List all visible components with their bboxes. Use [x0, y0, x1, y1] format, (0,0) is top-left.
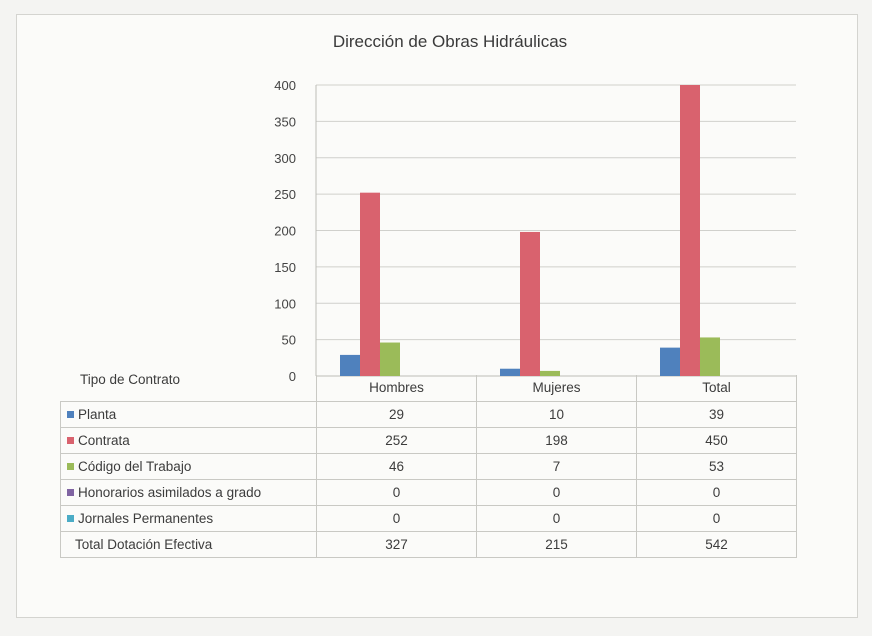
table-cell: 215 [476, 530, 637, 558]
table-row: Honorarios asimilados a grado 0 0 0 [60, 478, 797, 506]
table-cell: 0 [636, 478, 797, 506]
legend-entry: Contrata [60, 426, 317, 454]
table-header-row: Hombres Mujeres Total [61, 375, 797, 401]
table-corner [61, 375, 317, 401]
legend-label: Jornales Permanentes [78, 510, 214, 526]
y-tick-label: 350 [274, 114, 296, 129]
bar-c-digo-del-trabajo [540, 370, 560, 376]
bar-contrata [680, 85, 700, 376]
legend-label: Código del Trabajo [78, 458, 192, 474]
y-tick-label: 0 [289, 369, 296, 384]
y-tick-label: 100 [274, 296, 296, 311]
y-tick-label: 400 [274, 78, 296, 93]
bar-planta [660, 347, 680, 376]
bar-c-digo-del-trabajo [380, 342, 400, 376]
table-cell: 46 [316, 452, 477, 480]
x-category-label: Mujeres [476, 375, 637, 401]
table-row: Jornales Permanentes 0 0 0 [60, 504, 797, 532]
legend-label: Contrata [78, 432, 130, 448]
table-cell: 0 [476, 478, 637, 506]
table-body: Planta 29 10 39 Contrata 252 198 450 Código del … [60, 400, 797, 558]
legend-entry: Código del Trabajo [60, 452, 317, 480]
table-cell: 542 [636, 530, 797, 558]
legend-swatch [67, 436, 74, 444]
legend-swatch [67, 410, 74, 418]
table-row: Código del Trabajo 46 7 53 [60, 452, 797, 480]
table-cell: 10 [476, 400, 637, 428]
chart-title: Dirección de Obras Hidráulicas [332, 32, 568, 51]
table-cell: 0 [636, 504, 797, 532]
legend-entry: Jornales Permanentes [60, 504, 317, 532]
bar-c-digo-del-trabajo [700, 337, 720, 376]
table-cell: 450 [636, 426, 797, 454]
legend-entry: Planta [60, 400, 317, 428]
x-category-label: Total [636, 375, 797, 401]
legend-swatch [67, 488, 74, 496]
x-category-label: Hombres [316, 375, 477, 401]
table-cell: 0 [316, 504, 477, 532]
y-tick-label: 250 [274, 187, 296, 202]
y-tick-label: 300 [274, 151, 296, 166]
legend-label: Planta [78, 406, 117, 422]
legend-swatch [67, 514, 74, 522]
legend-entry: Honorarios asimilados a grado [60, 478, 317, 506]
legend-label: Honorarios asimilados a grado [78, 484, 262, 500]
table-total-row: Total Dotación Efectiva 327 215 542 [60, 530, 797, 558]
bar-planta [500, 368, 520, 376]
table-cell: 327 [316, 530, 477, 558]
y-tick-label: 150 [274, 260, 296, 275]
table-cell: 39 [636, 400, 797, 428]
table-cell: 0 [476, 504, 637, 532]
bar-planta [340, 354, 360, 376]
table-cell: 198 [476, 426, 637, 454]
y-tick-label: 200 [274, 224, 296, 239]
table-row: Planta 29 10 39 [60, 400, 797, 428]
y-tick-label: 50 [282, 333, 296, 348]
table-cell: 53 [636, 452, 797, 480]
table-header-label: Tipo de Contrato [80, 372, 181, 387]
bar-contrata [360, 192, 380, 376]
table-cell: 7 [476, 452, 637, 480]
total-label: Total Dotación Efectiva [60, 530, 317, 558]
legend-swatch [67, 462, 74, 470]
table-cell: 252 [316, 426, 477, 454]
bar-contrata [520, 231, 540, 376]
data-table: Hombres Mujeres Total Planta 29 10 39 Contrata… [60, 375, 797, 558]
table-cell: 29 [316, 400, 477, 428]
table-cell: 0 [316, 478, 477, 506]
table-row: Contrata 252 198 450 [60, 426, 797, 454]
